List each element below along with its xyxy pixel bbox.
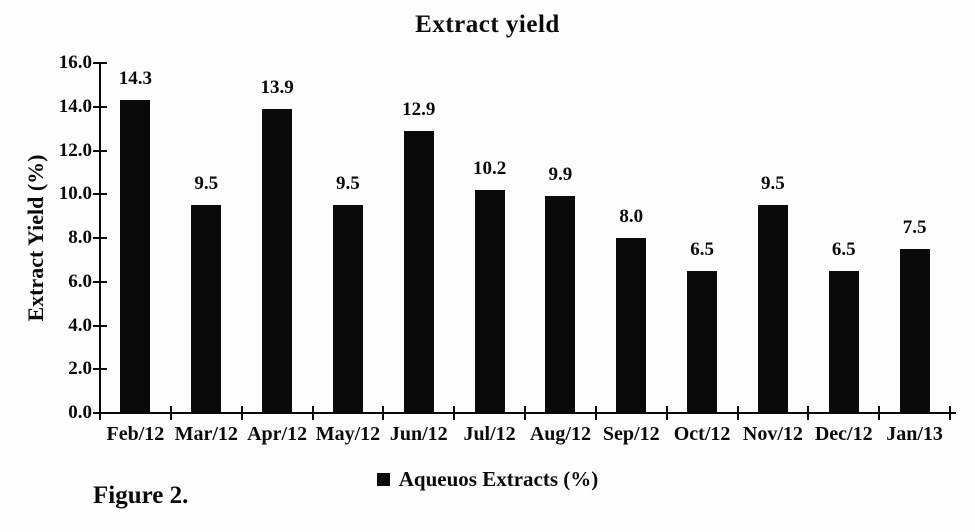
y-tick <box>93 368 107 371</box>
legend-marker-icon <box>376 473 390 486</box>
bar <box>899 248 930 413</box>
bar <box>191 205 222 413</box>
y-tick <box>93 324 107 327</box>
y-tick <box>93 193 107 196</box>
x-tick-label: Jan/13 <box>886 423 943 445</box>
x-tick <box>878 406 881 420</box>
bar <box>545 196 576 413</box>
x-tick <box>169 406 172 420</box>
y-tick <box>93 149 107 152</box>
x-tick <box>665 406 668 420</box>
x-tick-label: Dec/12 <box>814 423 873 445</box>
chart-title: Extract yield <box>415 11 560 38</box>
y-tick <box>93 105 107 108</box>
y-tick-label: 4.0 <box>68 314 92 336</box>
bar-value-label: 8.0 <box>619 206 644 227</box>
bar <box>403 130 434 413</box>
legend-label: Aqueuos Extracts (%) <box>398 467 599 491</box>
y-tick-label: 10.0 <box>58 183 92 205</box>
x-tick <box>949 406 951 420</box>
x-tick-label: Jun/12 <box>389 423 448 445</box>
x-tick-label: Sep/12 <box>602 423 660 445</box>
x-tick <box>311 406 314 420</box>
y-tick-label: 14.0 <box>58 95 92 117</box>
legend: Aqueuos Extracts (%) <box>0 466 975 492</box>
figure-caption: Figure 2. <box>93 482 189 509</box>
bar-value-label: 6.5 <box>690 238 714 260</box>
x-tick <box>382 406 385 420</box>
bar <box>262 108 293 413</box>
bar <box>687 270 718 413</box>
bar-value-label: 13.9 <box>260 76 294 98</box>
bar-value-label: 12.9 <box>402 98 436 120</box>
x-tick-label: Aug/12 <box>529 423 591 445</box>
bar-value-label: 9.5 <box>336 173 360 195</box>
bar-value-label: 7.5 <box>902 216 927 238</box>
x-tick <box>594 406 597 420</box>
bar <box>474 189 505 413</box>
bar <box>332 205 363 413</box>
y-tick-label: 12.0 <box>58 139 92 161</box>
bar <box>828 270 859 413</box>
x-tick-label: Feb/12 <box>106 423 165 445</box>
bar-value-label: 10.2 <box>472 157 507 179</box>
bar-value-label: 6.5 <box>831 238 856 260</box>
x-tick-label: Mar/12 <box>174 423 238 445</box>
x-tick-label: Nov/12 <box>742 423 803 445</box>
bar-value-label: 14.3 <box>118 68 153 90</box>
x-tick <box>807 406 810 420</box>
bar <box>120 100 151 413</box>
y-tick <box>93 237 107 239</box>
x-tick-label: May/12 <box>315 423 381 445</box>
x-tick <box>524 406 526 420</box>
x-tick <box>240 406 243 420</box>
x-tick <box>99 406 101 420</box>
y-tick-label: 0.0 <box>68 402 92 423</box>
x-tick-label: Jul/12 <box>463 423 516 445</box>
x-tick-label: Oct/12 <box>673 423 731 445</box>
bar <box>616 238 647 413</box>
y-tick-label: 2.0 <box>68 358 92 380</box>
y-tick <box>93 62 107 64</box>
x-tick <box>453 406 456 420</box>
bar-value-label: 9.5 <box>194 173 219 195</box>
bar-value-label: 9.9 <box>548 164 573 186</box>
x-tick-label: Apr/12 <box>247 423 308 445</box>
bar <box>757 205 788 413</box>
bar-value-label: 9.5 <box>761 173 785 195</box>
y-tick-label: 16.0 <box>58 52 92 73</box>
y-tick-label: 8.0 <box>68 227 92 248</box>
y-tick <box>93 280 107 283</box>
x-tick <box>736 406 739 420</box>
y-tick-label: 6.0 <box>68 270 92 292</box>
